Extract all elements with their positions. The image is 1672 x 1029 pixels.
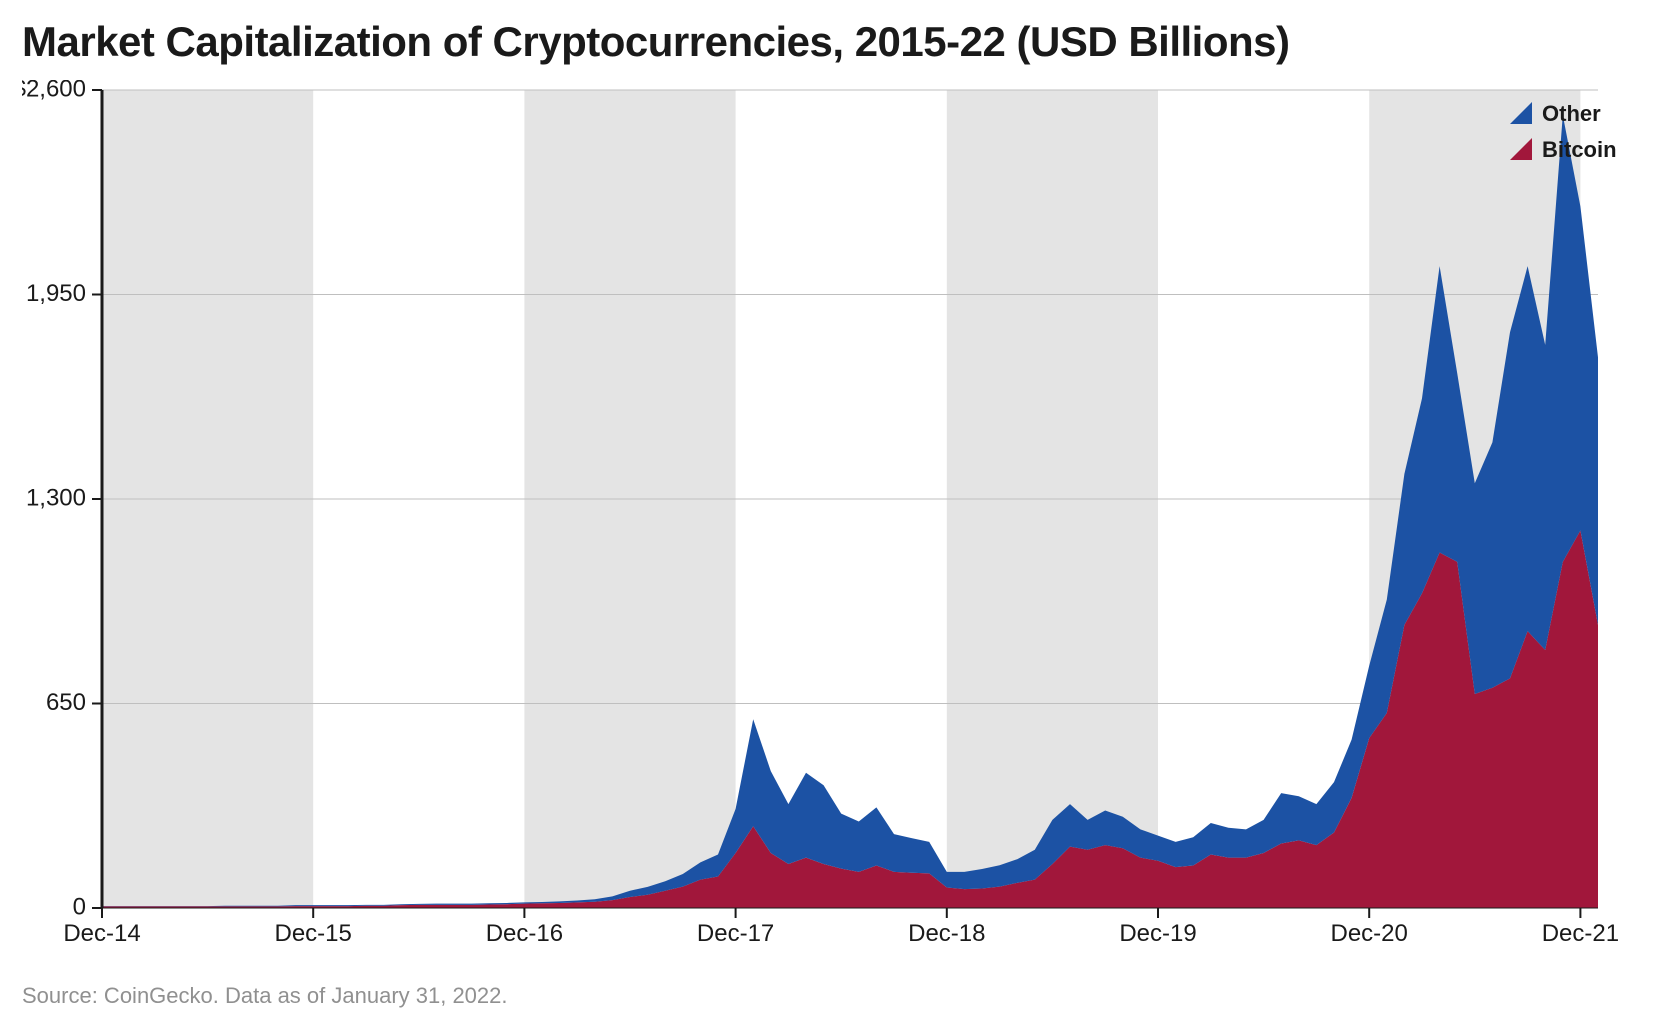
x-tick-label: Dec-17 <box>697 920 774 947</box>
source-footnote: Source: CoinGecko. Data as of January 31… <box>22 983 508 1009</box>
y-tick-label: 1,300 <box>26 484 86 511</box>
y-tick-label: 1,950 <box>26 280 86 307</box>
legend-label: Bitcoin <box>1542 137 1617 162</box>
x-tick-label: Dec-15 <box>275 920 352 947</box>
y-tick-label: 650 <box>46 689 86 716</box>
chart-title: Market Capitalization of Cryptocurrencie… <box>22 18 1650 66</box>
x-tick-label: Dec-18 <box>908 920 985 947</box>
x-tick-label: Dec-20 <box>1331 920 1408 947</box>
x-tick-label: Dec-21 <box>1542 920 1619 947</box>
y-tick-label: 0 <box>73 893 86 920</box>
x-tick-label: Dec-19 <box>1119 920 1196 947</box>
legend-label: Other <box>1542 101 1601 126</box>
y-tick-label: $2,600 <box>22 80 86 102</box>
area-chart: 0 650 1,300 1,950 $2,600 Dec-14 Dec-15 Dec-16 De… <box>22 80 1650 950</box>
x-tick-label: Dec-16 <box>486 920 563 947</box>
chart-container: 0 650 1,300 1,950 $2,600 Dec-14 Dec-15 Dec-16 De… <box>22 80 1650 950</box>
x-tick-label: Dec-14 <box>63 920 140 947</box>
